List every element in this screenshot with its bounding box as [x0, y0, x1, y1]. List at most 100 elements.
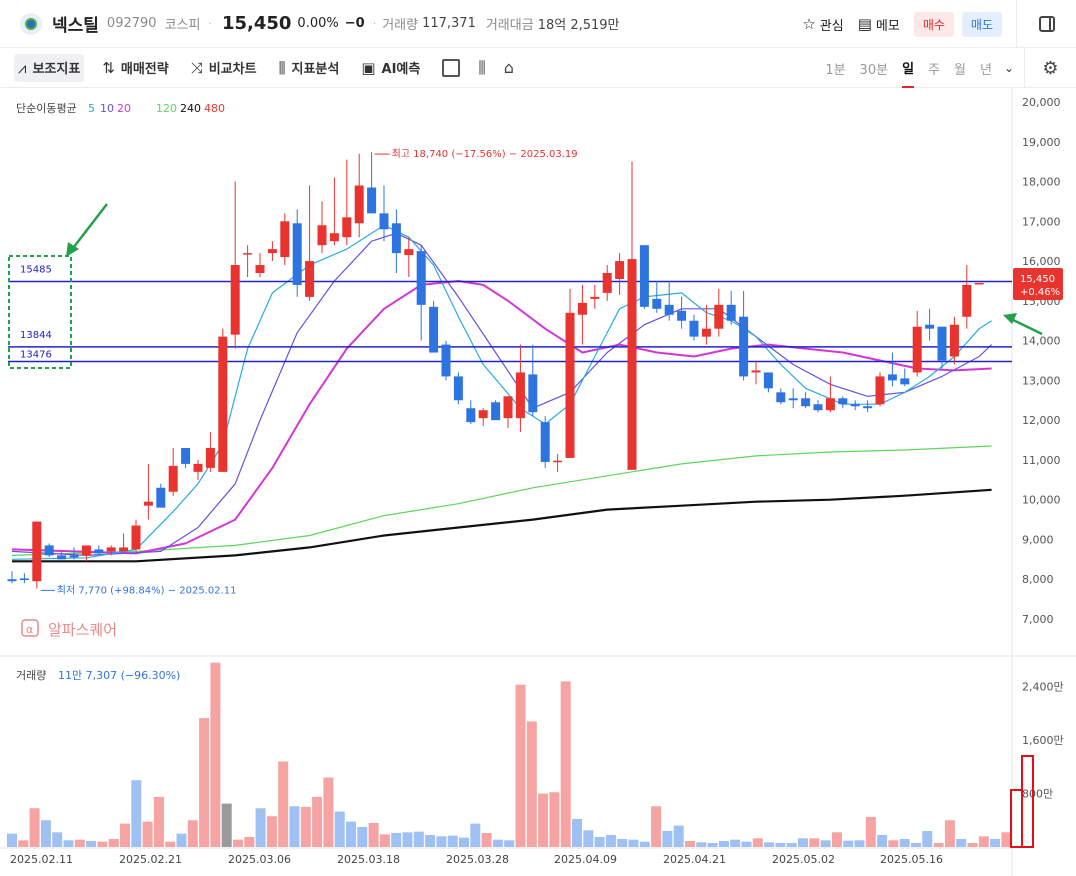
period-1min[interactable]: 1분 [825, 62, 846, 78]
volume-bar [933, 842, 944, 847]
compare-label: 비교차트 [208, 62, 257, 77]
camera-icon[interactable]: ⌂ [503, 58, 514, 77]
volume-bar [357, 826, 368, 847]
price-tick-label: 11,000 [1022, 454, 1061, 467]
candle-body [416, 251, 426, 305]
volume-bar [312, 796, 323, 847]
company-logo-icon [20, 12, 42, 35]
price-tick-label: 18,000 [1022, 176, 1061, 189]
candle-body [354, 185, 364, 224]
date-tick-label: 2025.04.09 [554, 853, 617, 866]
sell-button[interactable]: 매도 [961, 11, 1002, 37]
amount-label: 거래대금 [485, 18, 534, 33]
volume-bar [538, 793, 549, 847]
period-year[interactable]: 년 [979, 62, 992, 78]
current-price-tag: 15,450 +0.46% [1013, 268, 1063, 300]
low-annotation: 최저 7,770 (+98.84%) − 2025.02.11 [57, 584, 237, 596]
volume-bar [244, 836, 255, 847]
analysis-label: 지표분석 [291, 62, 340, 77]
volume-highlight-box-1 [1010, 789, 1023, 848]
period-day[interactable]: 일 [902, 48, 915, 88]
volume-bar [515, 684, 526, 847]
green-arrow-left [66, 203, 108, 257]
volume-bar [662, 830, 673, 847]
price-chart[interactable]: 20,00019,00018,00017,00016,00015,00014,0… [0, 88, 1076, 876]
favorite-label: 관심 [819, 18, 844, 34]
volume-bar [707, 842, 718, 847]
price-tick-label: 20,000 [1022, 96, 1061, 109]
strategy-icon: ⇅ [102, 58, 115, 77]
stock-change-pct: 0.00% [297, 16, 339, 31]
ai-button[interactable]: ▣ AI예측 [357, 54, 424, 82]
volume-bar [97, 841, 108, 847]
candles-icon: ⫼ [278, 58, 286, 77]
candle-body [701, 328, 711, 337]
strategy-button[interactable]: ⇅ 매매전략 [98, 54, 172, 82]
ma480-label: 480 [204, 102, 225, 115]
candle-body [168, 465, 178, 492]
volume-bar [628, 839, 639, 847]
analysis-button[interactable]: ⫼ 지표분석 [275, 54, 344, 82]
candle-body [776, 392, 786, 403]
indicators-button[interactable]: ⩘ 보조지표 [14, 53, 85, 82]
date-tick-label: 2025.02.11 [10, 853, 73, 866]
memo-icon: ▤ [857, 15, 872, 33]
candle-body [863, 406, 873, 409]
price-tick-label: 13,000 [1022, 374, 1061, 387]
candle-body [801, 398, 811, 407]
indicators-label: 보조지표 [32, 62, 81, 77]
volume-bar [504, 840, 515, 847]
volume-bar [165, 841, 176, 847]
buy-button[interactable]: 매수 [913, 11, 954, 37]
candle-body [615, 261, 625, 279]
volume-bar [334, 811, 345, 847]
date-tick-label: 2025.04.21 [663, 853, 726, 866]
watermark: α 알파스퀘어 [21, 619, 117, 639]
volume-bar [470, 823, 481, 847]
memo-button[interactable]: ▤ 메모 [858, 15, 900, 34]
volume-bars [7, 662, 1012, 847]
candle-body [19, 578, 29, 581]
volume-bar [651, 806, 662, 847]
volume-bar [278, 761, 289, 847]
gear-icon[interactable]: ⚙ [1024, 48, 1076, 88]
period-month[interactable]: 월 [954, 62, 966, 78]
amount-value: 18억 2,519만 [537, 18, 620, 33]
candle-body [565, 312, 575, 458]
volume-bar [447, 835, 458, 847]
candle-body [69, 555, 79, 558]
period-30min[interactable]: 30분 [859, 62, 889, 78]
date-tick-label: 2025.03.28 [446, 853, 509, 866]
candles [7, 152, 984, 591]
price-tick-label: 7,000 [1022, 613, 1054, 626]
volume-bar [786, 842, 797, 847]
draw-box-icon[interactable] [442, 58, 461, 77]
volume-bar [153, 796, 164, 847]
stock-header: 넥스틸 092790 코스피 · 15,450 0.00% −0 · 거래량 1… [0, 0, 1076, 48]
strategy-label: 매매전략 [120, 62, 169, 77]
volume-bar [210, 662, 221, 847]
volume-bar [40, 820, 51, 847]
candle-body [32, 521, 42, 582]
volume-bar [221, 803, 232, 847]
candle-body [131, 525, 141, 550]
price-tick-label: 12,000 [1022, 414, 1061, 427]
candle-body [243, 253, 253, 255]
period-week[interactable]: 주 [928, 62, 940, 78]
favorite-button[interactable]: ☆ 관심 [802, 15, 843, 34]
volume-tick-label: 800만 [1022, 788, 1053, 801]
chevron-down-icon[interactable]: ⌄ [1003, 61, 1014, 75]
volume-bar [594, 836, 605, 847]
side-panel-toggle[interactable] [1016, 0, 1076, 48]
candle-body [602, 273, 612, 293]
volume-value: 117,371 [422, 16, 476, 31]
chart-type-icon[interactable]: ⫼ [478, 57, 486, 77]
ma10-label: 10 [100, 102, 114, 115]
compare-button[interactable]: ⤨ 비교차트 [187, 54, 261, 82]
volume-bar [978, 836, 989, 847]
volume-bar [730, 839, 741, 847]
current-price-label: 15,450 [1020, 274, 1055, 285]
candle-body [577, 302, 587, 315]
level-label-15485: 15485 [20, 265, 52, 276]
volume-bar [922, 830, 933, 847]
